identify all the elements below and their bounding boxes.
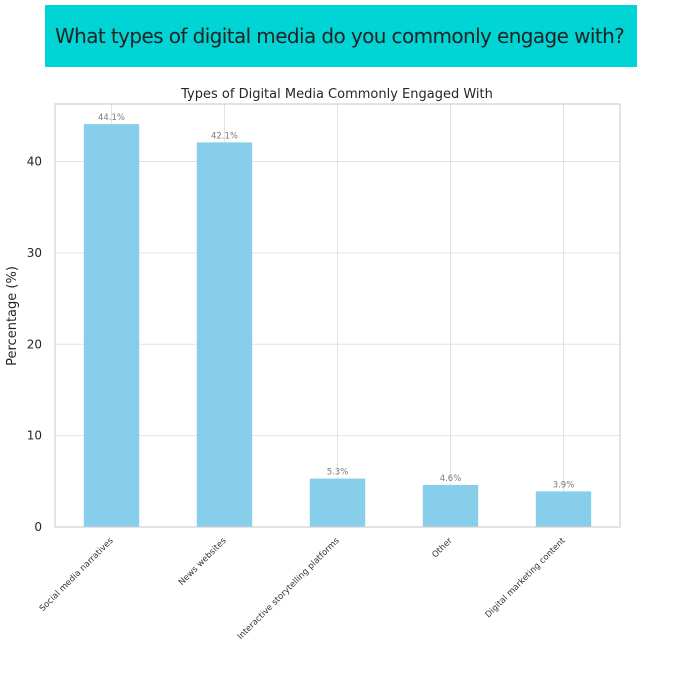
bar [535, 491, 592, 527]
x-tick-label: Interactive storytelling platforms [236, 536, 342, 642]
y-tick-labels: 0 10 20 30 40 [27, 155, 42, 534]
x-tick-label: News websites [177, 536, 229, 588]
question-banner: What types of digital media do you commo… [45, 5, 637, 67]
y-tick-label: 20 [27, 337, 42, 351]
y-axis-label: Percentage (%) [5, 266, 20, 366]
y-tick-label: 30 [27, 246, 42, 260]
x-tick-label: Digital marketing content [484, 536, 568, 620]
plot-frame [54, 103, 621, 528]
bar [196, 142, 253, 527]
bar [309, 478, 366, 527]
data-labels: 44.1% 42.1% 5.3% 4.6% 3.9% [98, 113, 574, 490]
x-tick-label: Other [430, 536, 454, 560]
bar-value-label: 3.9% [553, 480, 575, 490]
bar [422, 484, 479, 527]
y-tick-label: 10 [27, 429, 42, 443]
bar [83, 124, 140, 527]
y-tick-label: 0 [34, 520, 42, 534]
bar-value-label: 42.1% [211, 131, 238, 141]
x-tick-labels: Social media narratives News websites Inte… [38, 536, 568, 642]
question-text: What types of digital media do you commo… [55, 24, 625, 48]
bar-value-label: 44.1% [98, 113, 125, 123]
x-tick-label: Social media narratives [38, 536, 116, 614]
bar-value-label: 5.3% [327, 468, 349, 478]
bars [83, 124, 592, 527]
y-tick-label: 40 [27, 155, 42, 169]
grid-lines [55, 104, 620, 528]
chart-title: Types of Digital Media Commonly Engaged … [180, 87, 493, 102]
bar-value-label: 4.6% [440, 474, 462, 484]
